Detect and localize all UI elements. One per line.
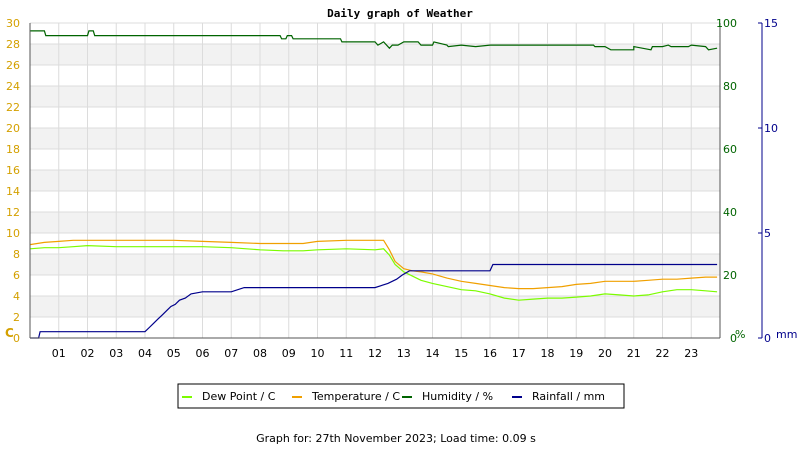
tick-label-hour: 04 <box>138 347 152 360</box>
tick-label-hour: 14 <box>426 347 440 360</box>
tick-label-temperature: 4 <box>13 290 20 303</box>
tick-label-hour: 15 <box>454 347 468 360</box>
legend-label-1: Temperature / C <box>311 390 400 403</box>
unit-label-humidity: % <box>735 328 745 341</box>
tick-label-temperature: 20 <box>6 122 20 135</box>
tick-label-hour: 11 <box>339 347 353 360</box>
tick-label-hour: 23 <box>684 347 698 360</box>
legend-label-2: Humidity / % <box>422 390 493 403</box>
tick-label-temperature: 2 <box>13 311 20 324</box>
tick-label-hour: 01 <box>52 347 66 360</box>
tick-label-temperature: 12 <box>6 206 20 219</box>
tick-label-temperature: 16 <box>6 164 20 177</box>
tick-label-temperature: 28 <box>6 38 20 51</box>
series-line-0 <box>29 244 718 301</box>
tick-label-hour: 18 <box>541 347 555 360</box>
grid-lines <box>29 22 721 339</box>
tick-label-hour: 07 <box>224 347 238 360</box>
tick-label-temperature: 6 <box>13 269 20 282</box>
series-line-3 <box>30 263 718 339</box>
tick-label-hour: 09 <box>282 347 296 360</box>
tick-label-humidity: 0 <box>730 332 737 345</box>
tick-label-hour: 06 <box>196 347 210 360</box>
tick-label-humidity: 40 <box>723 206 737 219</box>
tick-label-hour: 08 <box>253 347 267 360</box>
tick-label-humidity: 80 <box>723 80 737 93</box>
tick-label-hour: 12 <box>368 347 382 360</box>
tick-label-rainfall: 15 <box>764 17 778 30</box>
tick-label-hour: 20 <box>598 347 612 360</box>
tick-label-hour: 02 <box>81 347 95 360</box>
tick-label-hour: 13 <box>397 347 411 360</box>
tick-label-rainfall: 10 <box>764 122 778 135</box>
tick-label-humidity: 20 <box>723 269 737 282</box>
chart-title: Daily graph of Weather <box>327 7 473 20</box>
tick-label-temperature: 14 <box>6 185 20 198</box>
series-lines <box>29 30 718 339</box>
tick-label-temperature: 10 <box>6 227 20 240</box>
tick-label-humidity: 100 <box>716 17 737 30</box>
tick-label-hour: 10 <box>311 347 325 360</box>
unit-label-rainfall: mm <box>776 328 797 341</box>
tick-label-humidity: 60 <box>723 143 737 156</box>
tick-label-temperature: 18 <box>6 143 20 156</box>
tick-label-hour: 16 <box>483 347 497 360</box>
tick-label-temperature: 30 <box>6 17 20 30</box>
legend: Dew Point / C Temperature / C Humidity / %… <box>177 383 625 409</box>
legend-box <box>177 383 625 409</box>
tick-label-temperature: 24 <box>6 80 20 93</box>
legend-label-3: Rainfall / mm <box>532 390 605 403</box>
footer-text: Graph for: 27th November 2023; Load time… <box>256 432 536 445</box>
legend-label-0: Dew Point / C <box>202 390 276 403</box>
tick-label-temperature: 26 <box>6 59 20 72</box>
tick-label-temperature: 0 <box>13 332 20 345</box>
tick-label-hour: 22 <box>656 347 670 360</box>
tick-label-rainfall: 0 <box>764 332 771 345</box>
tick-label-temperature: 8 <box>13 248 20 261</box>
tick-label-rainfall: 5 <box>764 227 771 240</box>
tick-label-hour: 17 <box>512 347 526 360</box>
tick-label-hour: 19 <box>569 347 583 360</box>
tick-label-hour: 21 <box>627 347 641 360</box>
tick-label-hour: 05 <box>167 347 181 360</box>
unit-label-temperature: C <box>5 326 14 340</box>
tick-label-temperature: 22 <box>6 101 20 114</box>
series-line-2 <box>30 30 718 51</box>
tick-label-hour: 03 <box>109 347 123 360</box>
